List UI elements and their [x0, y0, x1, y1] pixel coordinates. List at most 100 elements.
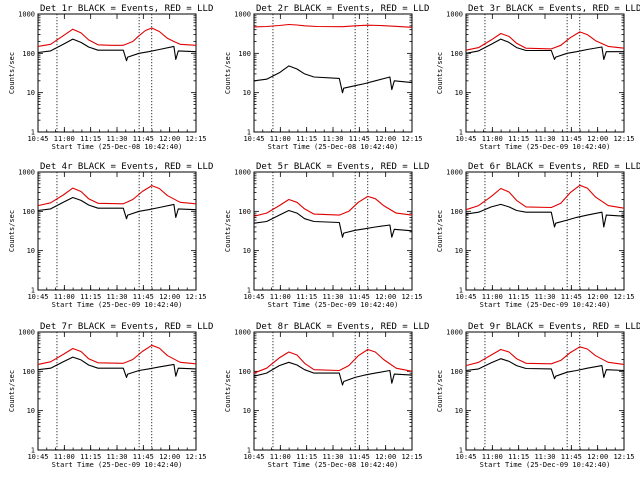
y-tick-label: 100 — [22, 50, 35, 58]
panel-9: Det 9r BLACK = Events, RED = LLD 1 10 100 10… — [436, 322, 640, 469]
panel-title: Det 1r BLACK = Events, RED = LLD — [40, 4, 213, 14]
lld-series-line — [465, 31, 625, 51]
events-series-line — [37, 356, 197, 378]
y-tick-label: 1 — [31, 129, 35, 137]
y-tick-label: 1 — [247, 287, 251, 295]
plot-frame — [37, 13, 197, 133]
x-tick-label: 11:30 — [322, 453, 343, 461]
x-tick-label: 11:30 — [322, 135, 343, 143]
plot-frame — [465, 13, 625, 133]
panel-title: Det 4r BLACK = Events, RED = LLD — [40, 162, 213, 172]
panel-title: Det 8r BLACK = Events, RED = LLD — [256, 322, 429, 332]
panel-3: Det 3r BLACK = Events, RED = LLD 1 10 100 10… — [436, 4, 640, 151]
panel-title: Det 7r BLACK = Events, RED = LLD — [40, 322, 213, 332]
y-axis-label: Counts/sec — [8, 370, 16, 412]
panel-title: Det 6r BLACK = Events, RED = LLD — [468, 162, 640, 172]
x-tick-label: 11:30 — [534, 453, 555, 461]
x-tick-label: 11:00 — [270, 135, 291, 143]
plot-frame — [253, 171, 413, 291]
x-tick-label: 12:00 — [375, 453, 396, 461]
y-tick-label: 10 — [27, 247, 35, 255]
y-tick-label: 100 — [238, 208, 251, 216]
x-tick-label: 11:30 — [106, 135, 127, 143]
x-tick-label: 12:00 — [375, 293, 396, 301]
y-tick-label: 1 — [459, 447, 463, 455]
lld-series-line — [253, 348, 413, 374]
x-tick-label: 11:15 — [80, 135, 101, 143]
x-tick-label: 10:45 — [455, 135, 476, 143]
panel-1: Det 1r BLACK = Events, RED = LLD 1 10 100 10… — [8, 4, 213, 151]
panel-6: Det 6r BLACK = Events, RED = LLD 1 10 100 10… — [436, 162, 640, 309]
y-tick-label: 1000 — [446, 11, 463, 19]
x-tick-label: 11:45 — [349, 293, 370, 301]
x-tick-label: 12:00 — [159, 453, 180, 461]
x-axis-label: Start Time (25-Dec-09 10:42:40) — [480, 143, 611, 151]
x-tick-label: 11:00 — [482, 293, 503, 301]
lld-series-line — [253, 23, 413, 28]
y-tick-label: 1 — [459, 287, 463, 295]
y-tick-label: 1000 — [18, 11, 35, 19]
x-tick-label: 11:15 — [296, 453, 317, 461]
x-tick-label: 11:30 — [534, 135, 555, 143]
y-tick-label: 10 — [243, 407, 251, 415]
x-axis-label: Start Time (25-Dec-09 10:42:40) — [480, 301, 611, 309]
lld-series-line — [37, 27, 197, 47]
x-axis-label: Start Time (25-Dec-09 10:42:40) — [52, 461, 183, 469]
x-axis-label: Start Time (25-Dec-09 10:42:40) — [480, 461, 611, 469]
x-tick-label: 10:45 — [455, 453, 476, 461]
plot-frame — [253, 331, 413, 451]
y-axis-label: Counts/sec — [436, 370, 444, 412]
y-tick-label: 10 — [27, 407, 35, 415]
panel-title: Det 3r BLACK = Events, RED = LLD — [468, 4, 640, 14]
lld-series-line — [37, 344, 197, 365]
events-series-line — [253, 65, 413, 94]
y-tick-label: 1000 — [234, 169, 251, 177]
events-series-line — [253, 361, 413, 386]
x-tick-label: 11:00 — [482, 453, 503, 461]
lld-series-line — [465, 184, 625, 211]
events-series-line — [37, 38, 197, 62]
panel-5: Det 5r BLACK = Events, RED = LLD 1 10 100 10… — [224, 162, 429, 309]
y-tick-label: 100 — [450, 368, 463, 376]
lld-series-line — [37, 185, 197, 207]
x-tick-label: 12:00 — [159, 135, 180, 143]
x-tick-label: 11:30 — [106, 293, 127, 301]
x-tick-label: 11:45 — [133, 135, 154, 143]
x-axis-label: Start Time (25-Dec-09 10:42:40) — [268, 301, 399, 309]
events-series-line — [465, 38, 624, 60]
panel-title: Det 2r BLACK = Events, RED = LLD — [256, 4, 429, 14]
x-tick-label: 11:30 — [322, 293, 343, 301]
panel-7: Det 7r BLACK = Events, RED = LLD 1 10 100 10… — [8, 322, 213, 469]
x-tick-label: 12:15 — [401, 135, 422, 143]
panel-title: Det 9r BLACK = Events, RED = LLD — [468, 322, 640, 332]
y-tick-label: 10 — [455, 247, 463, 255]
y-axis-label: Counts/sec — [224, 370, 232, 412]
plot-frame — [465, 331, 625, 451]
x-tick-label: 11:45 — [133, 453, 154, 461]
y-axis-label: Counts/sec — [8, 52, 16, 94]
y-tick-label: 100 — [450, 50, 463, 58]
y-axis-label: Counts/sec — [224, 52, 232, 94]
y-tick-label: 10 — [455, 89, 463, 97]
x-tick-label: 11:30 — [534, 293, 555, 301]
y-tick-label: 1 — [247, 129, 251, 137]
x-tick-label: 11:15 — [508, 135, 529, 143]
x-tick-label: 12:15 — [613, 135, 634, 143]
x-tick-label: 11:15 — [296, 293, 317, 301]
events-series-line — [465, 358, 625, 380]
x-tick-label: 12:15 — [401, 453, 422, 461]
y-tick-label: 1 — [247, 447, 251, 455]
x-tick-label: 11:00 — [270, 293, 291, 301]
x-tick-label: 12:15 — [185, 293, 206, 301]
y-axis-label: Counts/sec — [224, 210, 232, 252]
x-tick-label: 11:45 — [349, 453, 370, 461]
x-tick-label: 12:00 — [587, 293, 608, 301]
events-series-line — [253, 209, 413, 238]
x-tick-label: 11:45 — [561, 135, 582, 143]
x-tick-label: 10:45 — [243, 293, 264, 301]
lld-series-line — [465, 346, 625, 367]
panel-4: Det 4r BLACK = Events, RED = LLD 1 10 100 10… — [8, 162, 213, 309]
y-tick-label: 10 — [243, 247, 251, 255]
y-tick-label: 10 — [455, 407, 463, 415]
